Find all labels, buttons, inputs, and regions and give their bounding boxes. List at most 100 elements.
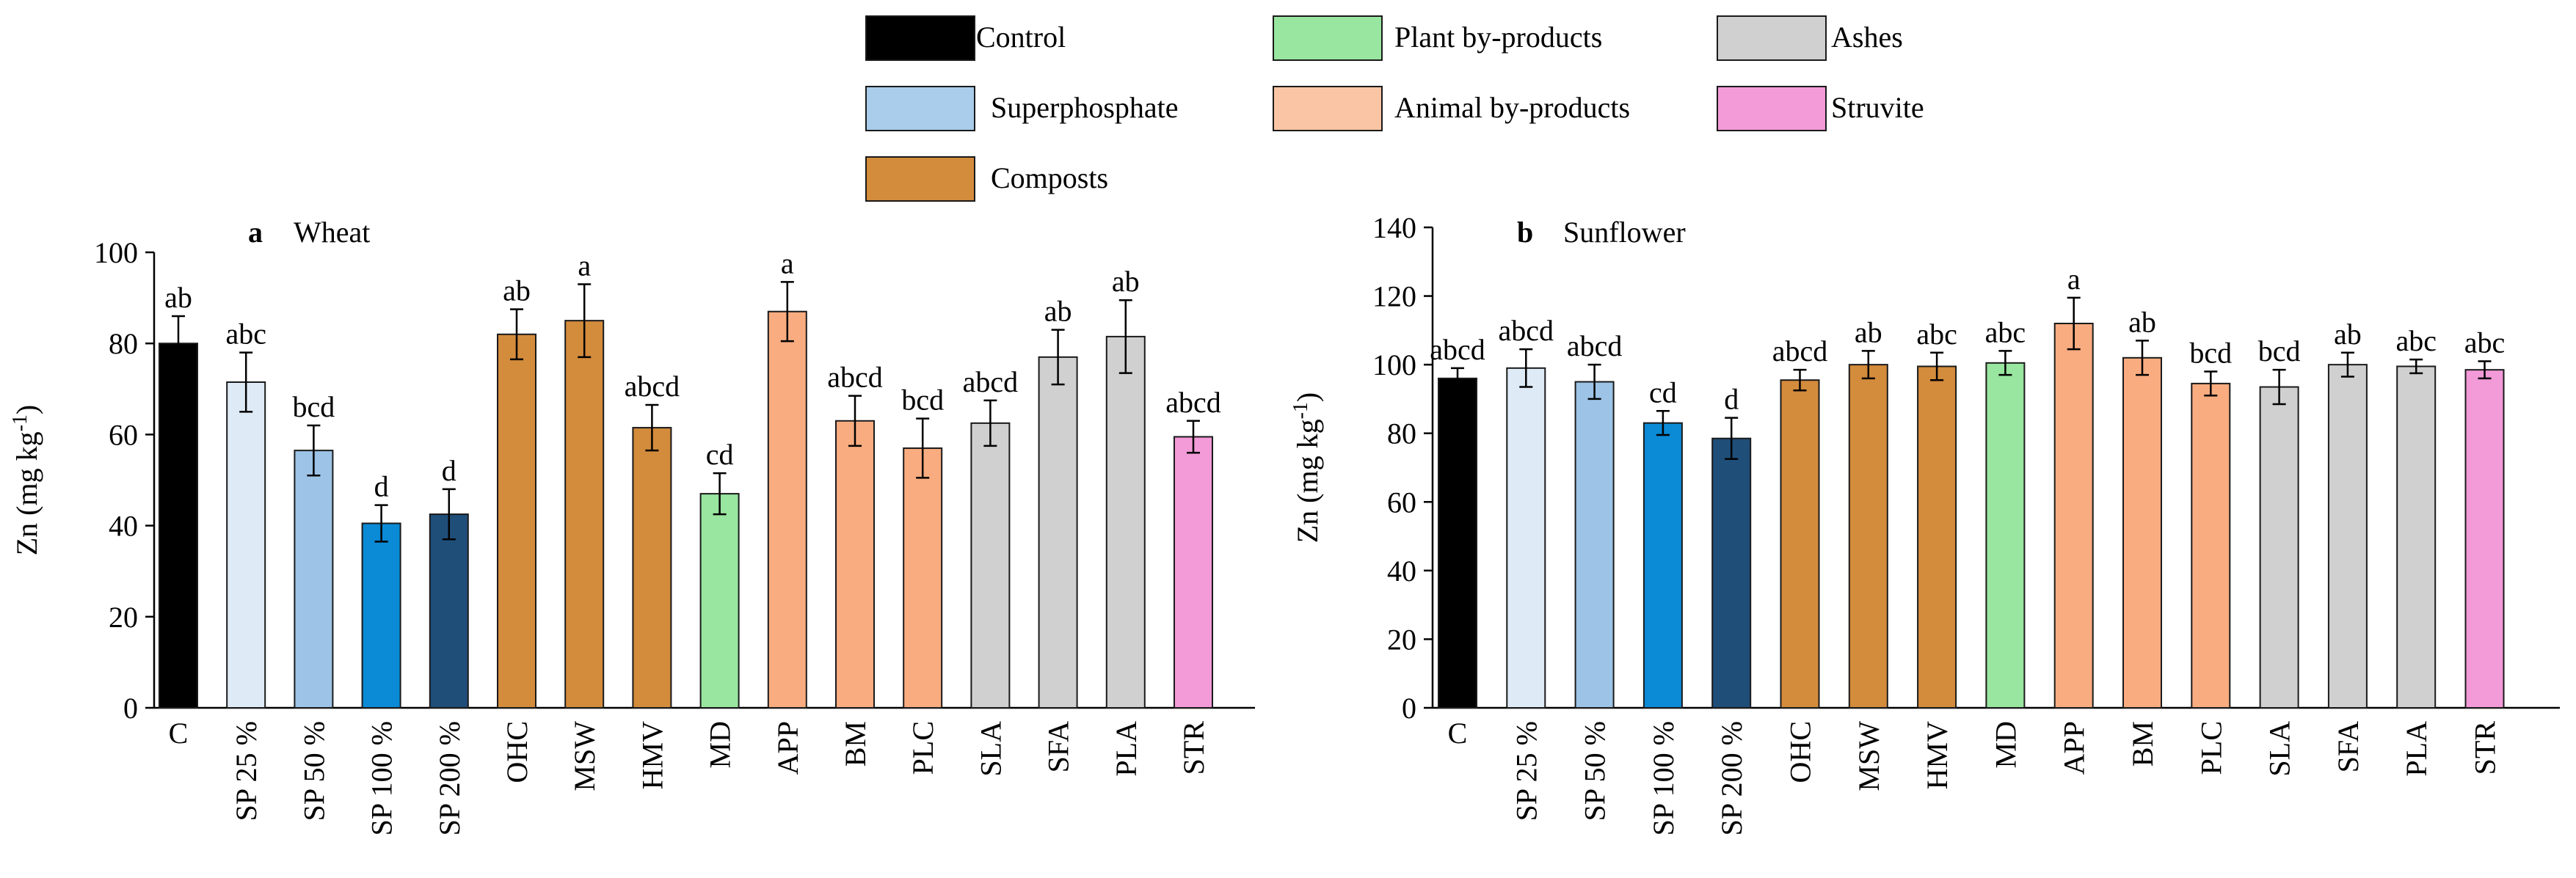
significance-letter: ab: [164, 281, 192, 314]
x-tick-label: SP 200 %: [1715, 721, 1748, 835]
bar: [1985, 362, 2026, 709]
legend-label: Plant by-products: [1394, 21, 1602, 54]
x-tick-label: PLA: [1110, 721, 1143, 777]
bar: [2259, 386, 2299, 709]
significance-letter: abcd: [827, 361, 883, 394]
x-tick-label: MD: [1989, 721, 2022, 768]
bar: [159, 343, 198, 709]
significance-letter: ab: [1855, 315, 1882, 348]
x-tick-label: SP 100 %: [365, 721, 399, 835]
significance-letter: abc: [1985, 315, 2026, 348]
significance-letter: abcd: [1430, 333, 1485, 366]
legend-swatch: [865, 15, 975, 61]
significance-letter: bcd: [2258, 334, 2301, 367]
bar: [2053, 323, 2094, 709]
significance-letter: abc: [1916, 318, 1957, 351]
chart-title: Sunflower: [1563, 216, 1686, 249]
x-tick-label: SLA: [2263, 721, 2296, 777]
y-tick-label: 0: [123, 692, 138, 725]
legend-label: Composts: [991, 161, 1108, 194]
bar: [1506, 367, 1546, 709]
significance-letter: d: [442, 454, 456, 487]
significance-letter: cd: [706, 438, 734, 471]
significance-letter: bcd: [2189, 337, 2232, 370]
legend-item: Control: [865, 15, 1066, 61]
bar: [2191, 382, 2231, 709]
significance-letter: a: [781, 246, 794, 279]
significance-letter: ab: [1044, 295, 1072, 328]
significance-letter: abcd: [1499, 314, 1554, 347]
significance-letter: abcd: [1165, 386, 1221, 419]
significance-letter: d: [374, 470, 389, 503]
significance-letter: d: [1724, 383, 1739, 416]
bar: [2464, 369, 2505, 709]
y-tick-label: 120: [1372, 280, 1416, 313]
bar: [1711, 437, 1752, 709]
y-tick-label: 20: [109, 601, 138, 634]
significance-letter: a: [578, 249, 591, 282]
legend: Control Superphosphate Composts Plant by-pr…: [865, 15, 1924, 202]
x-tick-label: OHC: [1784, 721, 1817, 783]
legend-item: Animal by-products: [1273, 86, 1630, 131]
y-tick-label: 140: [1372, 211, 1416, 244]
x-tick-label: MSW: [568, 721, 601, 791]
legend-swatch: [865, 156, 975, 202]
x-tick-label: C: [1448, 717, 1468, 750]
legend-item: Superphosphate: [865, 86, 1179, 131]
bar: [361, 522, 401, 709]
significance-letter: abcd: [1567, 329, 1623, 362]
bar: [497, 333, 536, 709]
bar: [1642, 422, 1683, 709]
significance-letter: bcd: [901, 384, 944, 417]
legend-item: Ashes: [1717, 15, 1903, 61]
y-tick-label: 80: [1387, 417, 1416, 450]
y-tick-label: 0: [1402, 692, 1416, 725]
bar: [2396, 365, 2437, 709]
x-tick-label: STR: [2469, 721, 2502, 775]
bar: [2122, 356, 2162, 709]
y-tick-label: 40: [109, 510, 138, 543]
significance-letter: ab: [2128, 305, 2156, 338]
legend-swatch: [1717, 86, 1827, 131]
x-tick-label: SP 200 %: [433, 721, 466, 835]
significance-letter: abc: [225, 318, 266, 351]
x-tick-label: SFA: [1042, 721, 1075, 773]
significance-letter: bcd: [293, 390, 335, 423]
y-tick-label: 100: [94, 236, 138, 269]
y-axis-label: Zn (mg kg-1): [9, 405, 43, 556]
bar: [632, 427, 672, 709]
bar: [1574, 381, 1615, 709]
significance-letter: abc: [2464, 326, 2506, 359]
bar: [1438, 377, 1477, 709]
y-tick-label: 100: [1372, 348, 1416, 381]
x-tick-label: SP 25 %: [1510, 721, 1543, 821]
x-tick-label: PLA: [2400, 721, 2433, 777]
legend-item: Composts: [865, 156, 1108, 202]
x-tick-label: SP 100 %: [1647, 721, 1680, 835]
bar: [429, 513, 469, 709]
legend-swatch: [1717, 15, 1827, 61]
x-tick-label: PLC: [906, 721, 939, 775]
x-tick-label: PLC: [2194, 721, 2227, 775]
y-tick-label: 60: [109, 418, 138, 451]
legend-item: Plant by-products: [1273, 15, 1602, 61]
x-tick-label: BM: [2126, 721, 2159, 767]
x-tick-label: STR: [1177, 721, 1210, 775]
bar: [1780, 379, 1820, 709]
legend-label: Ashes: [1831, 21, 1903, 54]
significance-letter: cd: [1649, 376, 1677, 409]
legend-swatch: [1273, 15, 1383, 61]
x-tick-label: HMV: [1921, 721, 1954, 789]
significance-letter: abcd: [963, 365, 1019, 398]
x-tick-label: HMV: [636, 721, 669, 789]
bar: [835, 420, 875, 709]
x-tick-label: SP 25 %: [230, 721, 263, 821]
x-tick-label: MD: [704, 721, 737, 768]
bar: [699, 493, 740, 709]
significance-letter: ab: [2334, 318, 2362, 351]
significance-letter: ab: [1112, 265, 1140, 298]
legend-swatch: [865, 86, 975, 131]
significance-letter: abcd: [625, 370, 680, 403]
